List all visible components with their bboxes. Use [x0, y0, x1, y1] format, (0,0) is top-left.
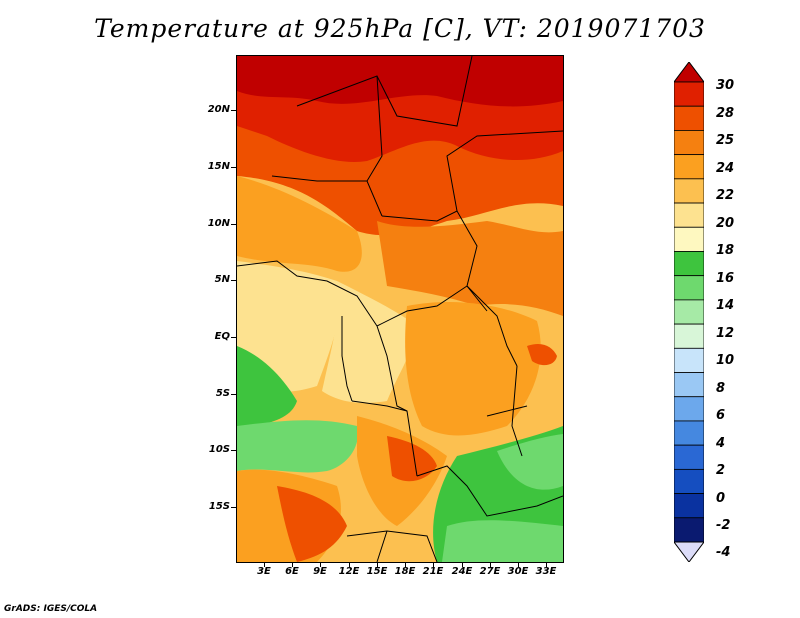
colorbar-label: 16 — [716, 271, 735, 286]
lat-tick — [231, 337, 236, 338]
lat-tick — [231, 110, 236, 111]
colorbar-label: 20 — [716, 216, 735, 231]
lon-label-9e: 9E — [313, 566, 327, 577]
colorbar-segment — [674, 178, 704, 204]
colorbar-label: 25 — [716, 133, 735, 148]
colorbar-label: 4 — [716, 436, 726, 451]
lat-label-20n: 20N — [207, 104, 230, 115]
lat-label-15n: 15N — [207, 161, 230, 172]
lon-tick — [546, 563, 547, 567]
lon-label-24e: 24E — [451, 566, 473, 577]
lat-label-eq: EQ — [214, 331, 230, 342]
lat-label-10n: 10N — [207, 218, 230, 229]
colorbar-segment — [674, 130, 704, 156]
colorbar-segment — [674, 420, 704, 446]
lon-label-12e: 12E — [338, 566, 360, 577]
map-field — [237, 56, 563, 562]
colorbar-segment — [674, 299, 704, 325]
lon-tick — [433, 563, 434, 567]
lon-tick — [320, 563, 321, 567]
colorbar-segment — [674, 81, 704, 107]
lat-label-15s: 15S — [208, 501, 230, 512]
colorbar-label: 2 — [716, 463, 726, 478]
lon-label-30e: 30E — [507, 566, 529, 577]
lat-tick — [231, 450, 236, 451]
lon-tick — [292, 563, 293, 567]
colorbar-segment — [674, 517, 704, 543]
colorbar-segment — [674, 323, 704, 349]
colorbar-segment — [674, 396, 704, 422]
colorbar-label: 10 — [716, 353, 735, 368]
colorbar-segment — [674, 275, 704, 301]
colorbar — [674, 62, 704, 562]
colorbar-label: 14 — [716, 298, 735, 313]
lon-label-33e: 33E — [535, 566, 557, 577]
colorbar-segment — [674, 251, 704, 277]
lon-tick — [518, 563, 519, 567]
colorbar-bottom-triangle — [674, 541, 704, 562]
colorbar-label: 28 — [716, 106, 735, 121]
colorbar-label: 30 — [716, 78, 735, 93]
lon-label-15e: 15E — [366, 566, 388, 577]
colorbar-segment — [674, 154, 704, 180]
colorbar-segment — [674, 444, 704, 470]
lon-label-27e: 27E — [479, 566, 501, 577]
colorbar-label: 22 — [716, 188, 735, 203]
colorbar-segment — [674, 105, 704, 131]
map-title: Temperature at 925hPa [C], VT: 201907170… — [94, 14, 706, 43]
lon-tick — [264, 563, 265, 567]
temperature-map — [236, 55, 564, 563]
lon-tick — [377, 563, 378, 567]
colorbar-segment — [674, 347, 704, 373]
lon-label-21e: 21E — [422, 566, 444, 577]
colorbar-segment — [674, 226, 704, 252]
colorbar-label: -2 — [716, 518, 731, 533]
lon-tick — [462, 563, 463, 567]
colorbar-label: -4 — [716, 545, 731, 560]
colorbar-segment — [674, 202, 704, 228]
colorbar-label: 0 — [716, 491, 726, 506]
lon-tick — [349, 563, 350, 567]
lat-label-10s: 10S — [208, 444, 230, 455]
colorbar-label: 6 — [716, 408, 726, 423]
lon-label-3e: 3E — [257, 566, 271, 577]
colorbar-top-triangle — [674, 62, 704, 83]
colorbar-label: 18 — [716, 243, 735, 258]
lat-tick — [231, 280, 236, 281]
colorbar-segment — [674, 372, 704, 398]
colorbar-segment — [674, 468, 704, 494]
lon-tick — [405, 563, 406, 567]
colorbar-label: 8 — [716, 381, 726, 396]
colorbar-label: 24 — [716, 161, 735, 176]
colorbar-segment — [674, 493, 704, 519]
lon-tick — [490, 563, 491, 567]
lat-label-5n: 5N — [214, 274, 230, 285]
lat-tick — [231, 507, 236, 508]
lat-tick — [231, 167, 236, 168]
lat-tick — [231, 394, 236, 395]
lat-tick — [231, 224, 236, 225]
lon-label-6e: 6E — [285, 566, 299, 577]
lon-label-18e: 18E — [394, 566, 416, 577]
footer-credit: GrADS: IGES/COLA — [4, 604, 98, 614]
colorbar-label: 12 — [716, 326, 735, 341]
lat-label-5s: 5S — [215, 388, 230, 399]
